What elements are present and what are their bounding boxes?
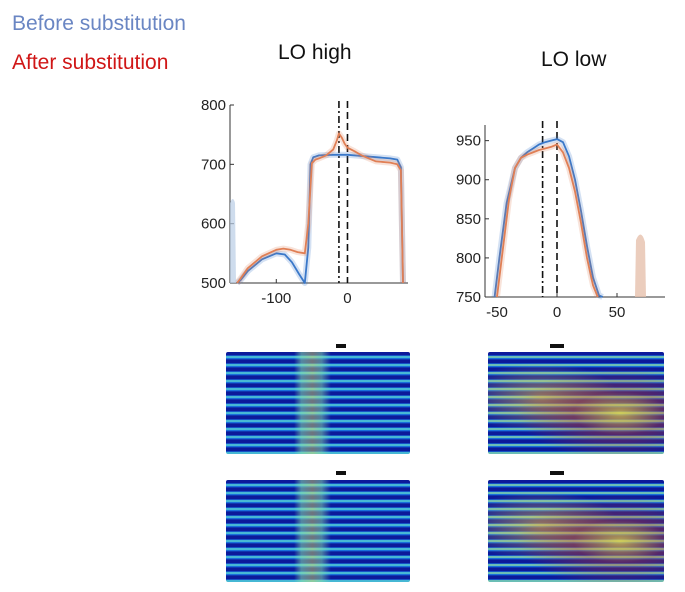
y-tick-label: 900	[456, 172, 481, 189]
legend-before-substitution: Before substitution	[12, 12, 186, 35]
series-band-1	[494, 141, 601, 299]
spectrogram-lo-low-before	[488, 352, 664, 454]
panel-title-lo-high: LO high	[278, 41, 352, 64]
y-tick-label: 850	[456, 211, 481, 228]
y-tick-label: 950	[456, 133, 481, 150]
series-line-before	[236, 153, 404, 284]
time-marker-low-bottom	[550, 471, 564, 475]
time-marker-high-top	[336, 344, 346, 348]
x-tick-label: 0	[553, 304, 561, 321]
y-tick-label: 600	[201, 216, 226, 233]
shaded-region	[635, 234, 646, 297]
spectrogram-lo-high-after	[226, 480, 410, 582]
series-line-after	[236, 132, 404, 284]
series-line-after	[496, 143, 599, 298]
x-tick-label: 50	[609, 304, 626, 321]
y-tick-label: 700	[201, 156, 226, 173]
spectrogram-lo-high-before	[226, 352, 410, 454]
spectrogram-lo-low-after	[488, 480, 664, 582]
time-marker-low-top	[550, 344, 564, 348]
legend-after-substitution: After substitution	[12, 51, 169, 74]
series-band-0	[235, 151, 406, 286]
y-tick-label: 500	[201, 275, 226, 292]
y-tick-label: 800	[201, 97, 226, 114]
chart-lo-high: 500 600 700 800 -100 0	[201, 97, 408, 307]
series-line-before	[493, 138, 603, 298]
time-marker-high-bottom	[336, 471, 346, 475]
y-tick-label: 800	[456, 250, 481, 267]
x-tick-label: -50	[486, 304, 508, 321]
shaded-region	[230, 199, 236, 283]
series-band-0	[491, 136, 604, 300]
y-tick-label: 750	[456, 289, 481, 306]
panel-title-lo-low: LO low	[541, 48, 607, 71]
chart-lo-low: 750 800 850 900 950 -50 0 50	[456, 121, 665, 321]
x-tick-label: 0	[343, 290, 351, 307]
x-tick-label: -100	[261, 290, 291, 307]
